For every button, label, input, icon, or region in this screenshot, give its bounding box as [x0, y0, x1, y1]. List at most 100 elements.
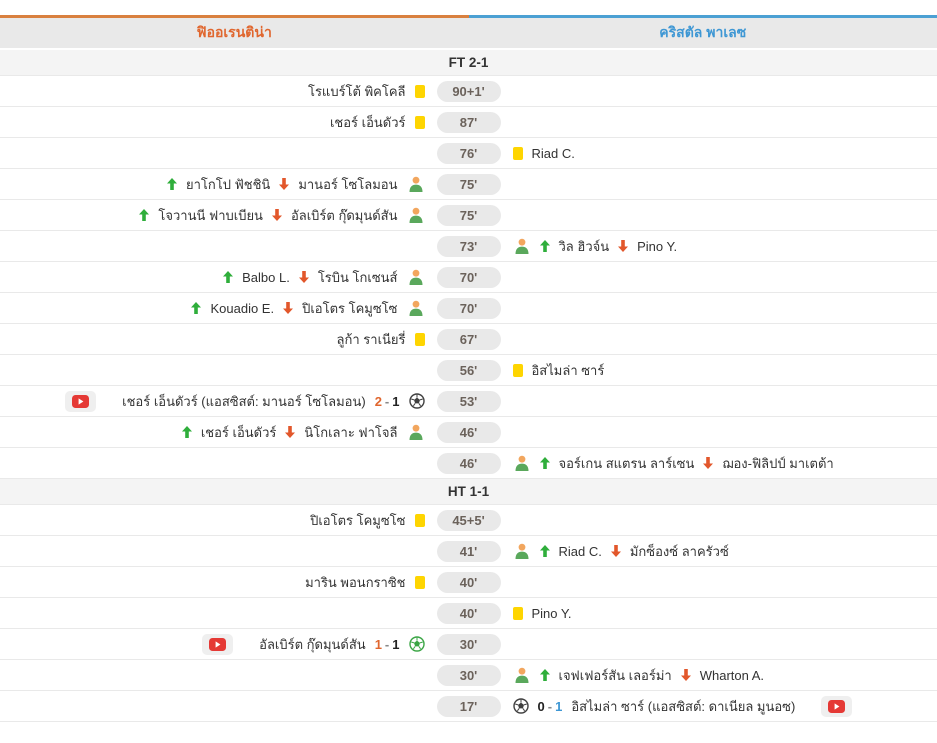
- football-icon: [408, 636, 425, 652]
- score-home: 0: [537, 698, 545, 714]
- sub-in-arrow-icon: [191, 302, 202, 314]
- score-away: 1: [392, 636, 400, 652]
- event-row-sub-home: Kouadio E. ปิเอโตร โคมูซโซ 70': [0, 293, 937, 324]
- event-row-yellow-home: เชอร์ เอ็นดัวร์ 87': [0, 107, 937, 138]
- home-event-cell: อัลเบิร์ต กุ๊ดมุนด์สัน 1-1: [0, 633, 427, 655]
- substitution-icon: [407, 424, 425, 440]
- player-out-name: มักซ็องซ์ ลาครัวซ์: [629, 543, 729, 559]
- substitution-icon: [407, 176, 425, 192]
- minute-badge: 70': [436, 266, 501, 288]
- event-row-goal-home: เชอร์ เอ็นดัวร์ (แอสซิสต์: มานอร์ โซโลมอ…: [0, 386, 937, 417]
- minute-badge: 41': [436, 540, 501, 562]
- minute-badge: 17': [436, 695, 501, 717]
- minute-badge: 46': [436, 452, 501, 474]
- football-icon: [512, 698, 529, 714]
- sub-out-arrow-icon: [283, 302, 294, 314]
- video-play-icon: [828, 699, 846, 713]
- video-play-button[interactable]: [65, 390, 97, 412]
- player-out-name: โรบิน โกเซนส์: [317, 269, 398, 285]
- player-out-name: Pino Y.: [637, 238, 678, 254]
- home-team-name[interactable]: ฟิออเรนติน่า: [196, 24, 272, 40]
- minute-badge: 40': [436, 602, 501, 624]
- event-row-yellow-home: มาริน พอนกราซิช 40': [0, 567, 937, 598]
- player-name: อิสไมล่า ซาร์: [531, 362, 605, 378]
- minute-badge: 30': [436, 664, 501, 686]
- player-in-name: จอร์เกน สแตรน ลาร์เซน: [558, 455, 695, 471]
- away-event-cell: จอร์เกน สแตรน ลาร์เซน ฌอง-ฟิลิปป์ มาเตต้า: [511, 453, 937, 474]
- yellow-card-icon: [414, 575, 425, 589]
- event-row-sub-away: 41' Riad C. มักซ็องซ์ ลาครัวซ์: [0, 536, 937, 567]
- minute-badge: 75': [436, 173, 501, 195]
- event-row-sub-home: โจวานนี ฟาบเบียน อัลเบิร์ต กุ๊ดมุนด์สัน 75…: [0, 200, 937, 231]
- event-row-yellow-home: ปิเอโตร โคมูซโซ 45+5': [0, 505, 937, 536]
- minute-badge: 45+5': [436, 509, 501, 531]
- period-score-header: FT 2-1: [0, 50, 937, 76]
- yellow-card-icon: [414, 513, 425, 527]
- player-name: ลูก้า ราเนียรี่: [336, 331, 406, 347]
- player-out-name: นิโกเลาะ ฟาโจลี: [304, 424, 398, 440]
- event-row-sub-home: ยาโกโป ฟัชชินิ มานอร์ โซโลมอน 75': [0, 169, 937, 200]
- team-color-bar: [0, 15, 937, 18]
- score-home: 1: [374, 636, 382, 652]
- away-event-cell: 0-1 อิสไมล่า ซาร์ (แอสซิสต์: ดาเนียล มูนอ…: [511, 695, 937, 717]
- minute-badge: 56': [436, 359, 501, 381]
- home-event-cell: Kouadio E. ปิเอโตร โคมูซโซ: [0, 298, 427, 319]
- yellow-card-icon: [512, 146, 523, 160]
- player-out-name: ฌอง-ฟิลิปป์ มาเตต้า: [722, 455, 834, 471]
- score-separator: -: [384, 636, 390, 652]
- player-in-name: Kouadio E.: [210, 300, 275, 316]
- player-name: Pino Y.: [531, 605, 572, 621]
- sub-in-arrow-icon: [139, 209, 150, 221]
- event-row-yellow-away: 56' อิสไมล่า ซาร์: [0, 355, 937, 386]
- score-away: 1: [555, 698, 563, 714]
- away-event-cell: Pino Y.: [511, 606, 937, 621]
- yellow-card-icon: [414, 115, 425, 129]
- minute-badge: 67': [436, 328, 501, 350]
- video-play-button[interactable]: [821, 695, 853, 717]
- away-event-cell: Riad C. มักซ็องซ์ ลาครัวซ์: [511, 541, 937, 562]
- home-team-underline: [0, 15, 469, 18]
- player-out-name: อัลเบิร์ต กุ๊ดมุนด์สัน: [290, 207, 398, 223]
- substitution-icon: [513, 543, 531, 559]
- substitution-icon: [407, 300, 425, 316]
- yellow-card-icon: [512, 606, 523, 620]
- yellow-card-icon: [512, 363, 523, 377]
- player-in-name: Riad C.: [558, 543, 602, 559]
- player-in-name: โจวานนี ฟาบเบียน: [158, 207, 263, 223]
- player-name: เชอร์ เอ็นดัวร์: [329, 114, 406, 130]
- player-in-name: วิล ฮิวจ์น: [558, 238, 610, 254]
- player-in-name: Balbo L.: [242, 269, 290, 285]
- event-row-sub-away: 30' เจฟเฟอร์สัน เลอร์ม่า Wharton A.: [0, 660, 937, 691]
- video-play-button[interactable]: [202, 633, 234, 655]
- event-row-sub-away: 46' จอร์เกน สแตรน ลาร์เซน ฌอง-ฟิลิปป์ มาเต…: [0, 448, 937, 479]
- player-in-name: ยาโกโป ฟัชชินิ: [185, 176, 271, 192]
- substitution-icon: [513, 455, 531, 471]
- top-spacer: [0, 0, 937, 15]
- sub-out-arrow-icon: [703, 457, 714, 469]
- substitution-icon: [513, 667, 531, 683]
- player-in-name: เชอร์ เอ็นดัวร์: [200, 424, 277, 440]
- sub-out-arrow-icon: [279, 178, 290, 190]
- event-row-goal-away: 17' 0-1 อิสไมล่า ซาร์ (แอสซิสต์: ดาเนียล ม…: [0, 691, 937, 722]
- home-event-cell: มาริน พอนกราซิช: [0, 572, 427, 593]
- home-event-cell: ยาโกโป ฟัชชินิ มานอร์ โซโลมอน: [0, 174, 427, 195]
- minute-badge: 30': [436, 633, 501, 655]
- home-event-cell: โรแบร์โต้ พิคโคลี: [0, 81, 427, 102]
- player-name: ปิเอโตร โคมูซโซ: [310, 512, 406, 528]
- sub-in-arrow-icon: [539, 457, 550, 469]
- event-row-sub-home: Balbo L. โรบิน โกเซนส์ 70': [0, 262, 937, 293]
- minute-badge: 75': [436, 204, 501, 226]
- video-play-icon: [209, 637, 227, 651]
- period-score-header: HT 1-1: [0, 479, 937, 505]
- sub-in-arrow-icon: [181, 426, 192, 438]
- yellow-card-icon: [414, 332, 425, 346]
- away-team-name[interactable]: คริสตัล พาเลซ: [659, 24, 747, 40]
- sub-in-arrow-icon: [539, 669, 550, 681]
- home-event-cell: โจวานนี ฟาบเบียน อัลเบิร์ต กุ๊ดมุนด์สัน: [0, 205, 427, 226]
- video-play-icon: [72, 394, 90, 408]
- event-row-yellow-away: 40' Pino Y.: [0, 598, 937, 629]
- sub-in-arrow-icon: [539, 240, 550, 252]
- minute-badge: 87': [436, 111, 501, 133]
- home-event-cell: ลูก้า ราเนียรี่: [0, 329, 427, 350]
- away-team-underline: [468, 15, 937, 18]
